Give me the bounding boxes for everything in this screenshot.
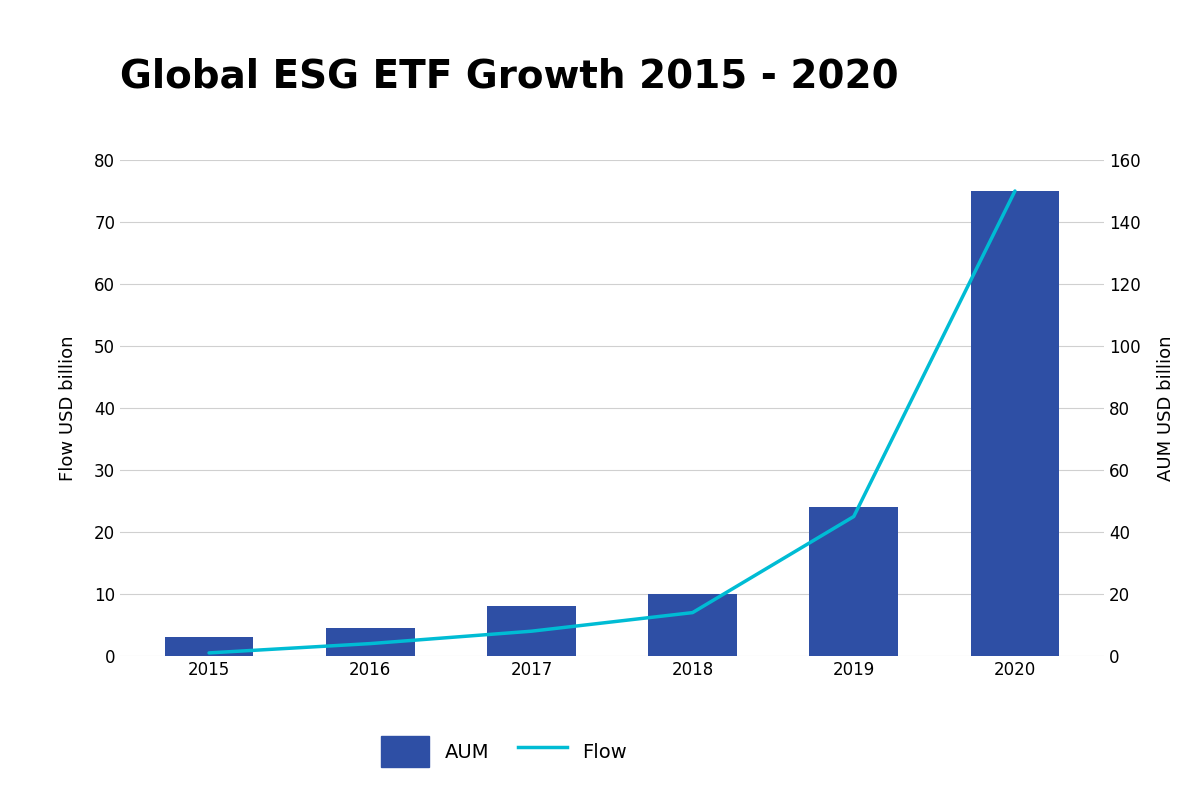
Y-axis label: AUM USD billion: AUM USD billion	[1157, 335, 1175, 481]
Y-axis label: Flow USD billion: Flow USD billion	[59, 335, 77, 481]
Text: Global ESG ETF Growth 2015 - 2020: Global ESG ETF Growth 2015 - 2020	[120, 58, 899, 96]
Bar	[648, 594, 737, 656]
Bar	[810, 507, 898, 656]
Bar	[971, 191, 1060, 656]
Bar	[487, 606, 576, 656]
Bar	[164, 638, 253, 656]
Bar	[326, 628, 414, 656]
Legend: AUM, Flow: AUM, Flow	[373, 729, 635, 774]
